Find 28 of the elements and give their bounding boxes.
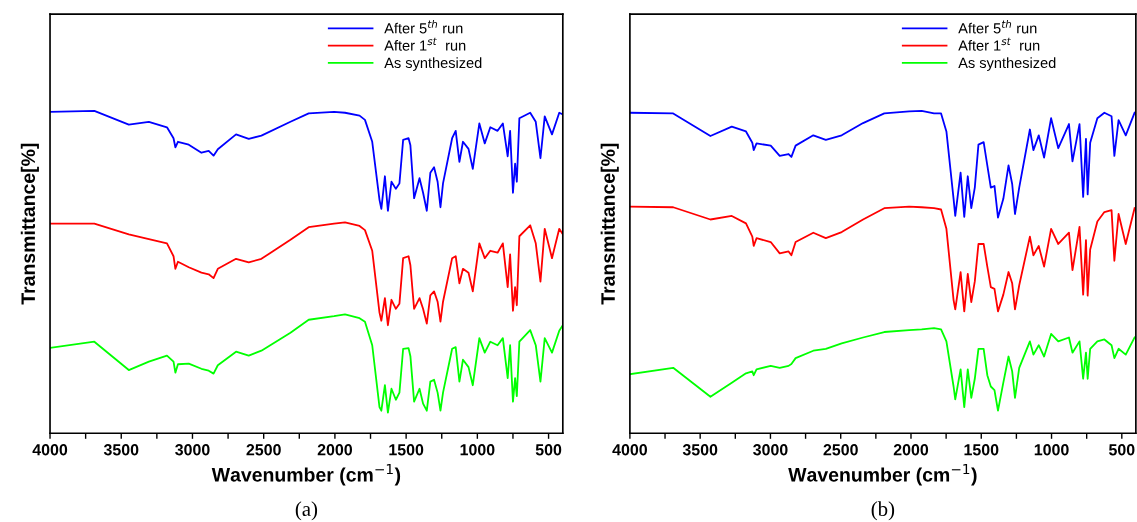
x-tick-label: 3000 — [753, 444, 788, 456]
x-tick-label: 4000 — [32, 444, 68, 456]
y-axis-title: Transmittance[%] — [600, 143, 619, 305]
x-tick-label: 2000 — [317, 444, 353, 456]
legend-label: As synthesized — [958, 57, 1056, 71]
x-tick-label: 1500 — [389, 444, 424, 456]
x-tick-label: 3000 — [175, 444, 210, 456]
x-tick-label: 500 — [535, 444, 562, 456]
legend-label: After 1$^{st}$ run — [384, 37, 466, 51]
legend-label: After 1$^{st}$ run — [958, 37, 1040, 51]
legend-label: As synthesized — [384, 57, 482, 71]
x-tick-label: 2500 — [823, 444, 858, 456]
x-axis-title: Wavenumber (cm$^{−1}$) — [211, 464, 401, 486]
x-tick-label: 1000 — [1034, 444, 1069, 456]
x-tick-label: 3500 — [103, 444, 139, 456]
text: (b) — [871, 501, 895, 521]
x-tick-label: 2000 — [893, 444, 929, 456]
text: (a) — [295, 501, 318, 521]
x-tick-label: 2500 — [246, 444, 281, 456]
x-tick-label: 1500 — [964, 444, 999, 456]
y-axis-title: Transmittance[%] — [20, 143, 39, 305]
x-tick-label: 1000 — [460, 444, 495, 456]
x-tick-label: 4000 — [612, 444, 648, 456]
legend-label: After 5$^{th}$ run — [958, 20, 1037, 34]
x-tick-label: 3500 — [682, 444, 718, 456]
x-tick-label: 500 — [1108, 444, 1135, 456]
legend-label: After 5$^{th}$ run — [384, 20, 463, 34]
x-axis-title: Wavenumber (cm$^{−1}$) — [788, 464, 977, 486]
